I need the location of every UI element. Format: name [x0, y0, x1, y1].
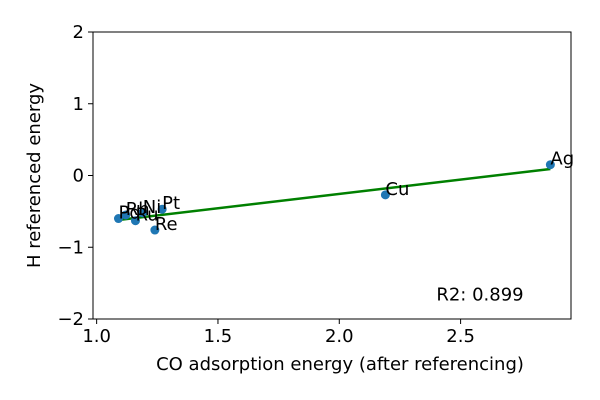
y-axis-label: H referenced energy — [24, 83, 45, 268]
point-label-re: Re — [155, 214, 178, 235]
point-label-pt: Pt — [162, 193, 180, 214]
y-axis-ticks: −2 −1 0 1 2 — [57, 22, 93, 330]
fit-line — [118, 167, 551, 222]
x-axis-ticks: 1.0 1.5 2.0 2.5 — [82, 319, 475, 347]
y-tick-label: 0 — [73, 166, 84, 187]
y-tick-label: −2 — [57, 309, 84, 330]
point-ni — [138, 208, 148, 218]
points-layer — [113, 160, 555, 235]
r2-annotation: R2: 0.899 — [436, 284, 523, 305]
x-tick-label: 2.5 — [446, 326, 475, 347]
point-label-ni: Ni — [143, 197, 161, 218]
x-tick-label: 1.0 — [82, 326, 111, 347]
y-tick-label: 1 — [73, 94, 84, 115]
point-label-cu: Cu — [385, 179, 409, 200]
point-label-rh: Rh — [126, 199, 150, 220]
point-label-ru: Ru — [135, 205, 158, 226]
x-tick-label: 1.5 — [204, 326, 233, 347]
point-pd — [113, 214, 123, 224]
point-ag — [545, 160, 555, 170]
point-ru — [130, 216, 140, 226]
point-label-pd: Pd — [118, 203, 140, 224]
fit-line-layer — [118, 167, 551, 222]
y-tick-label: 2 — [73, 22, 84, 43]
x-axis-label: CO adsorption energy (after referencing) — [156, 354, 524, 375]
x-tick-label: 2.0 — [325, 326, 354, 347]
point-label-ag: Ag — [550, 149, 574, 170]
point-cu — [380, 190, 390, 200]
point-rh — [121, 210, 131, 220]
point-re — [150, 225, 160, 235]
y-tick-label: −1 — [57, 237, 84, 258]
point-pt — [157, 204, 167, 214]
